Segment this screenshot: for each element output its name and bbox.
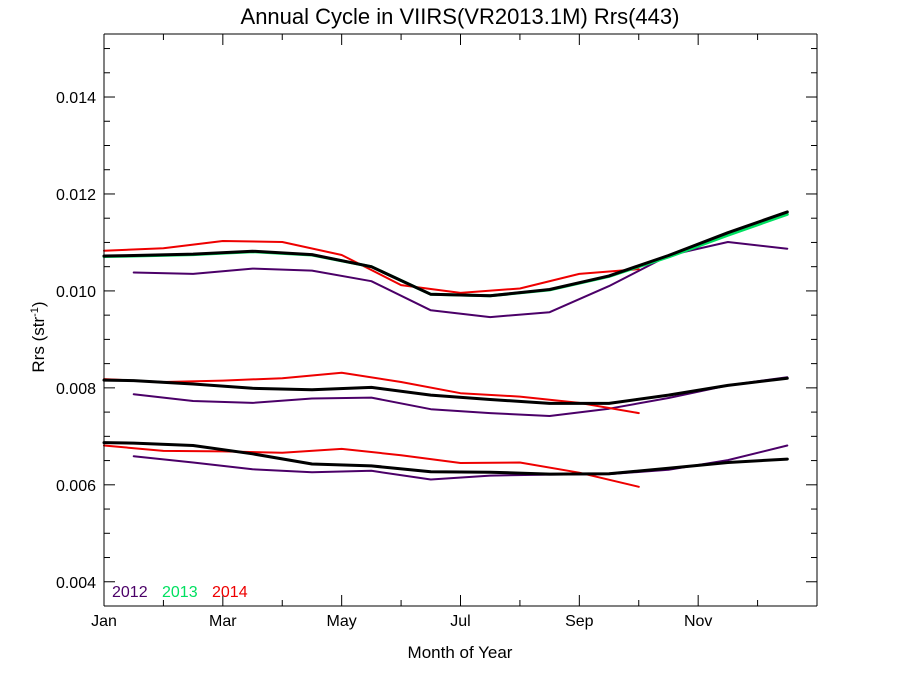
- x-tick-label: Mar: [209, 613, 237, 630]
- y-axis-title-close: ): [29, 301, 48, 307]
- chart-title: Annual Cycle in VIIRS(VR2013.1M) Rrs(443…: [241, 4, 680, 29]
- y-axis-title-superscript: -1: [29, 307, 41, 317]
- x-tick-label: Sep: [565, 613, 594, 630]
- y-tick-label: 0.010: [56, 284, 96, 301]
- legend-entry-2013: 2013: [162, 584, 198, 601]
- y-tick-label: 0.014: [56, 90, 96, 107]
- plot-axes: [103, 33, 818, 607]
- y-axis-title: Rrs (str-1): [29, 301, 48, 372]
- x-tick-label: Jul: [450, 613, 470, 630]
- legend-entry-2012: 2012: [112, 584, 148, 601]
- y-tick-label: 0.012: [56, 187, 96, 204]
- series-line-upper-3: [102, 210, 789, 298]
- series-line-upper-1: [103, 240, 640, 294]
- y-tick-label: 0.006: [56, 478, 96, 495]
- x-tick-label: Nov: [684, 613, 712, 630]
- plot-series: [102, 210, 789, 488]
- series-line-middle-6: [102, 376, 789, 405]
- legend-entry-2014: 2014: [212, 584, 248, 601]
- legend: 2012 2013 2014: [112, 584, 248, 601]
- series-line-middle-5: [103, 371, 640, 415]
- y-tick-label: 0.004: [56, 575, 96, 592]
- y-tick-label: 0.008: [56, 381, 96, 398]
- x-tick-label: May: [327, 613, 357, 630]
- series-line-middle-4: [132, 376, 789, 417]
- x-tick-label: Jan: [91, 613, 117, 630]
- series-line-lower-9: [102, 441, 789, 476]
- series-line-lower-8: [103, 444, 640, 488]
- y-axis-title-main: Rrs (str: [29, 317, 48, 373]
- tick-labels: Jan Mar May Jul Sep Nov 0.004 0.006 0.008 0.010 0.…: [56, 90, 712, 630]
- x-axis-title: Month of Year: [408, 643, 513, 662]
